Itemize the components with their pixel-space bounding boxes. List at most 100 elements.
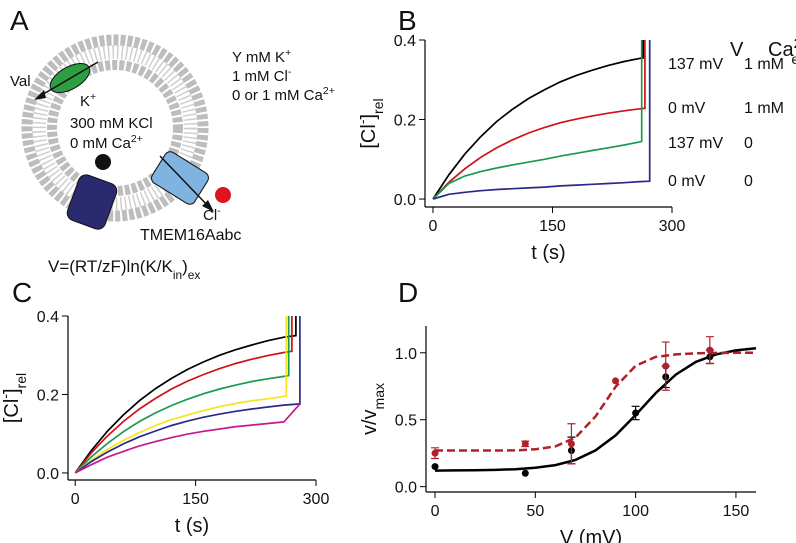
text: V [730, 39, 744, 61]
membrane-outer [21, 34, 209, 222]
membrane-tails [32, 45, 198, 211]
sub: rel [13, 373, 29, 389]
valinomycin-label: Val [10, 73, 31, 90]
legend-v: 0 mV [668, 100, 706, 117]
x-tick-label: 0 [429, 218, 438, 235]
sup: - [354, 119, 370, 124]
sup: + [90, 91, 96, 103]
point [706, 346, 714, 354]
text2: /K [157, 257, 174, 276]
text: 0 mM Ca [70, 135, 132, 152]
x-axis-label: t (s) [175, 515, 209, 537]
sub: ex [791, 51, 796, 67]
y-axis-label: [Cl-]rel [0, 373, 29, 423]
legend-v: 137 mV [668, 56, 723, 73]
legend-ca: 1 mM [744, 56, 784, 73]
series-line [432, 40, 646, 200]
channel-label: TMEM16Aabc [140, 227, 241, 244]
x-tick-label: 300 [303, 491, 330, 508]
point [521, 469, 529, 477]
text: v/v [359, 409, 381, 435]
arrow-head [34, 90, 46, 100]
point [567, 440, 575, 448]
sup: + [285, 47, 291, 59]
cl-ball [215, 187, 231, 203]
outside-label: 1 mM Cl- [232, 66, 292, 85]
outside-label: 0 or 1 mM Ca2+ [232, 85, 335, 104]
panel-label: D [398, 277, 418, 308]
series-line [74, 316, 301, 474]
text2: ] [1, 388, 23, 394]
text2: ] [358, 114, 380, 120]
point [612, 377, 620, 385]
y-tick-label: 0.0 [394, 192, 416, 209]
channel-axis [159, 155, 211, 209]
sub: in [173, 268, 182, 282]
legend-ca: 0 [744, 135, 753, 152]
x-tick-label: 300 [659, 218, 686, 235]
x-tick-label: 0 [431, 503, 440, 520]
text: 1 mM Cl [232, 68, 288, 85]
text: K [80, 93, 90, 110]
text: 300 mM KCl [70, 115, 153, 132]
x-tick-label: 50 [526, 503, 544, 520]
point [431, 449, 439, 457]
y-tick-label: 0.0 [395, 480, 417, 497]
text: Ca [768, 39, 794, 61]
x-axis-label: V (mV) [560, 527, 622, 543]
text: V (mV) [560, 527, 622, 543]
panel-label: C [12, 277, 32, 308]
valinomycin-axis [39, 61, 99, 97]
y-axis-label: [Cl-]rel [354, 98, 386, 148]
y-tick-label: 0.4 [394, 33, 416, 50]
panel-label: B [398, 5, 417, 36]
panel-label: A [10, 5, 29, 36]
sup: - [217, 205, 221, 217]
sup: 2+ [323, 85, 335, 97]
legend-header: Ca2+ex [768, 35, 796, 67]
sub2: ex [188, 268, 201, 282]
x-tick-label: 150 [539, 218, 566, 235]
equation: V=(RT/zF)ln(K/Kin)ex [48, 257, 200, 282]
y-axis-label: v/vmax [359, 383, 387, 435]
fit-line [434, 346, 757, 472]
series-line [432, 40, 645, 200]
legend-ca: 0 [744, 173, 753, 190]
sub: rel [370, 98, 386, 114]
text: t (s) [175, 515, 209, 537]
arrow-head [202, 200, 214, 212]
channel-closed [66, 174, 118, 230]
text: Cl [203, 207, 217, 224]
x-tick-label: 150 [182, 491, 209, 508]
series-line [432, 40, 643, 200]
sup: - [288, 66, 292, 78]
text: Y mM K [232, 49, 285, 66]
inside-label: 300 mM KCl [70, 115, 153, 132]
point [521, 440, 529, 448]
text: V=(RT/zF)ln(K [48, 257, 157, 276]
ion-label: K+ [80, 91, 96, 110]
text: 0 or 1 mM Ca [232, 87, 324, 104]
sup: 2+ [794, 35, 796, 51]
x-tick-label: 0 [71, 491, 80, 508]
series-line [74, 403, 301, 474]
text3: ) [182, 257, 188, 276]
text: [Cl [358, 124, 380, 148]
text: t (s) [531, 242, 565, 264]
point [632, 409, 640, 417]
sup: - [0, 394, 13, 399]
series-line [74, 316, 288, 474]
series-line [74, 316, 290, 474]
x-tick-label: 150 [723, 503, 750, 520]
y-tick-label: 1.0 [395, 346, 417, 363]
channel-ion-label: Cl- [203, 205, 221, 224]
text: [Cl [1, 399, 23, 423]
panel-a: A [10, 5, 231, 230]
x-tick-label: 100 [622, 503, 649, 520]
inside-label: 0 mM Ca2+ [70, 133, 143, 152]
y-tick-label: 0.5 [395, 413, 417, 430]
point [662, 362, 670, 370]
legend-ca: 1 mM [744, 100, 784, 117]
outside-label: Y mM K+ [232, 47, 291, 66]
